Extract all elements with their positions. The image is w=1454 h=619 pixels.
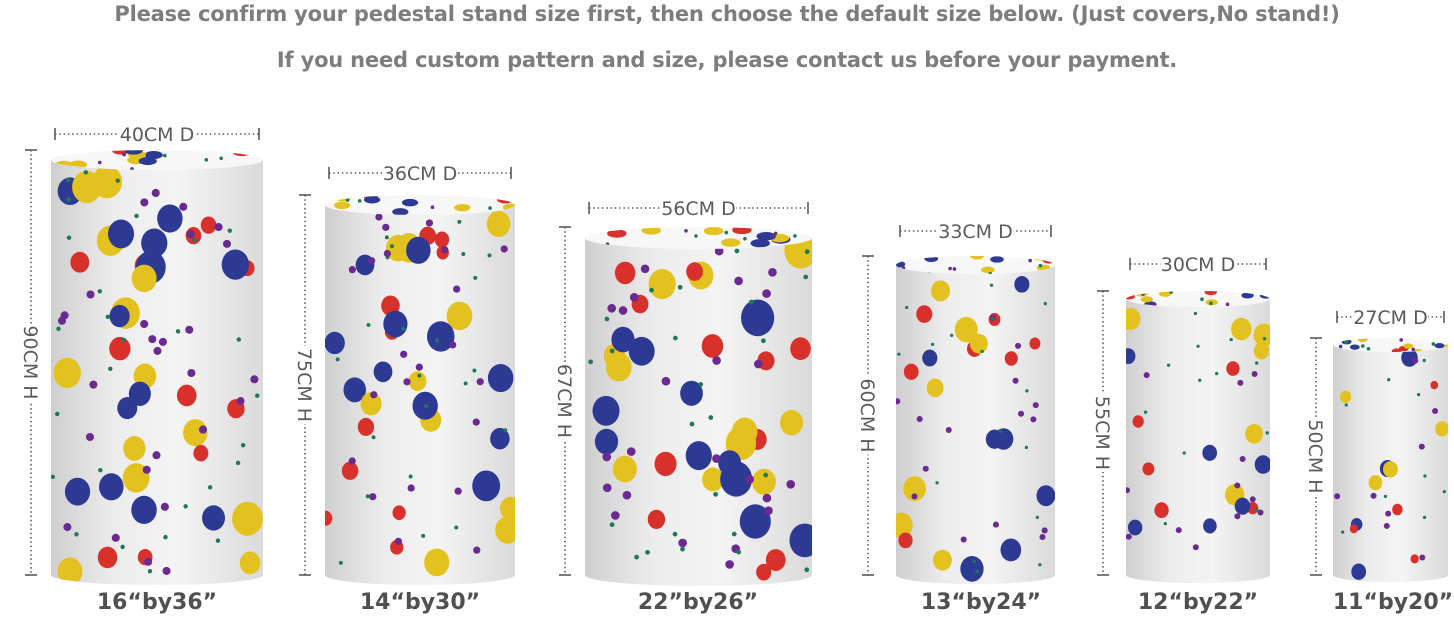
height-label: 60CM H — [856, 378, 878, 452]
size-label: 22”by26” — [638, 590, 758, 615]
cover-body — [51, 160, 263, 585]
diameter-dimension: 40CM D — [54, 122, 260, 146]
height-dimension: 90CM H — [19, 149, 43, 576]
header-line-1: Please confirm your pedestal stand size … — [114, 2, 1340, 26]
size-label: 12“by22” — [1138, 590, 1258, 615]
diameter-label: 30CM D — [1161, 254, 1236, 276]
polka-dots — [588, 238, 812, 581]
height-label: 55CM H — [1091, 396, 1113, 470]
size-label: 11“by20” — [1333, 590, 1453, 615]
pedestal-cover-6 — [1333, 338, 1448, 582]
polka-dots — [896, 275, 1055, 582]
header-line-2: If you need custom pattern and size, ple… — [276, 48, 1178, 72]
size-label: 16“by36” — [97, 590, 217, 615]
diameter-label: 40CM D — [120, 124, 195, 146]
size-label: 13“by24” — [921, 590, 1041, 615]
polka-dots — [325, 210, 515, 577]
diameter-dimension: 36CM D — [328, 161, 512, 185]
height-dimension: 50CM H — [1304, 337, 1328, 576]
polka-dots — [1334, 348, 1448, 580]
pedestal-cover-4 — [896, 256, 1055, 584]
pedestal-cover-2 — [325, 195, 515, 585]
polka-dots — [51, 165, 263, 585]
polka-dots — [1126, 307, 1270, 551]
size-label: 14“by30” — [360, 590, 480, 615]
diameter-label: 36CM D — [383, 163, 458, 185]
cover-top — [325, 195, 515, 215]
height-dimension: 55CM H — [1091, 290, 1115, 576]
cover-top — [51, 150, 263, 170]
height-label: 67CM H — [553, 364, 575, 438]
diameter-dimension: 33CM D — [899, 219, 1052, 243]
pedestal-cover-5 — [1126, 291, 1270, 583]
diameter-label: 33CM D — [938, 221, 1013, 243]
height-dimension: 60CM H — [856, 255, 880, 576]
diameter-label: 56CM D — [661, 198, 736, 220]
diameter-label: 27CM D — [1353, 307, 1428, 329]
diameter-dimension: 30CM D — [1129, 252, 1267, 276]
diameter-dimension: 27CM D — [1336, 305, 1445, 329]
height-dimension: 67CM H — [553, 226, 577, 576]
height-dimension: 75CM H — [293, 194, 317, 576]
diameter-dimension: 56CM D — [588, 196, 809, 220]
pedestal-cover-3 — [585, 227, 812, 586]
pedestal-cover-1 — [51, 150, 263, 585]
height-label: 90CM H — [19, 325, 41, 399]
height-label: 75CM H — [293, 348, 315, 422]
height-label: 50CM H — [1304, 419, 1326, 493]
